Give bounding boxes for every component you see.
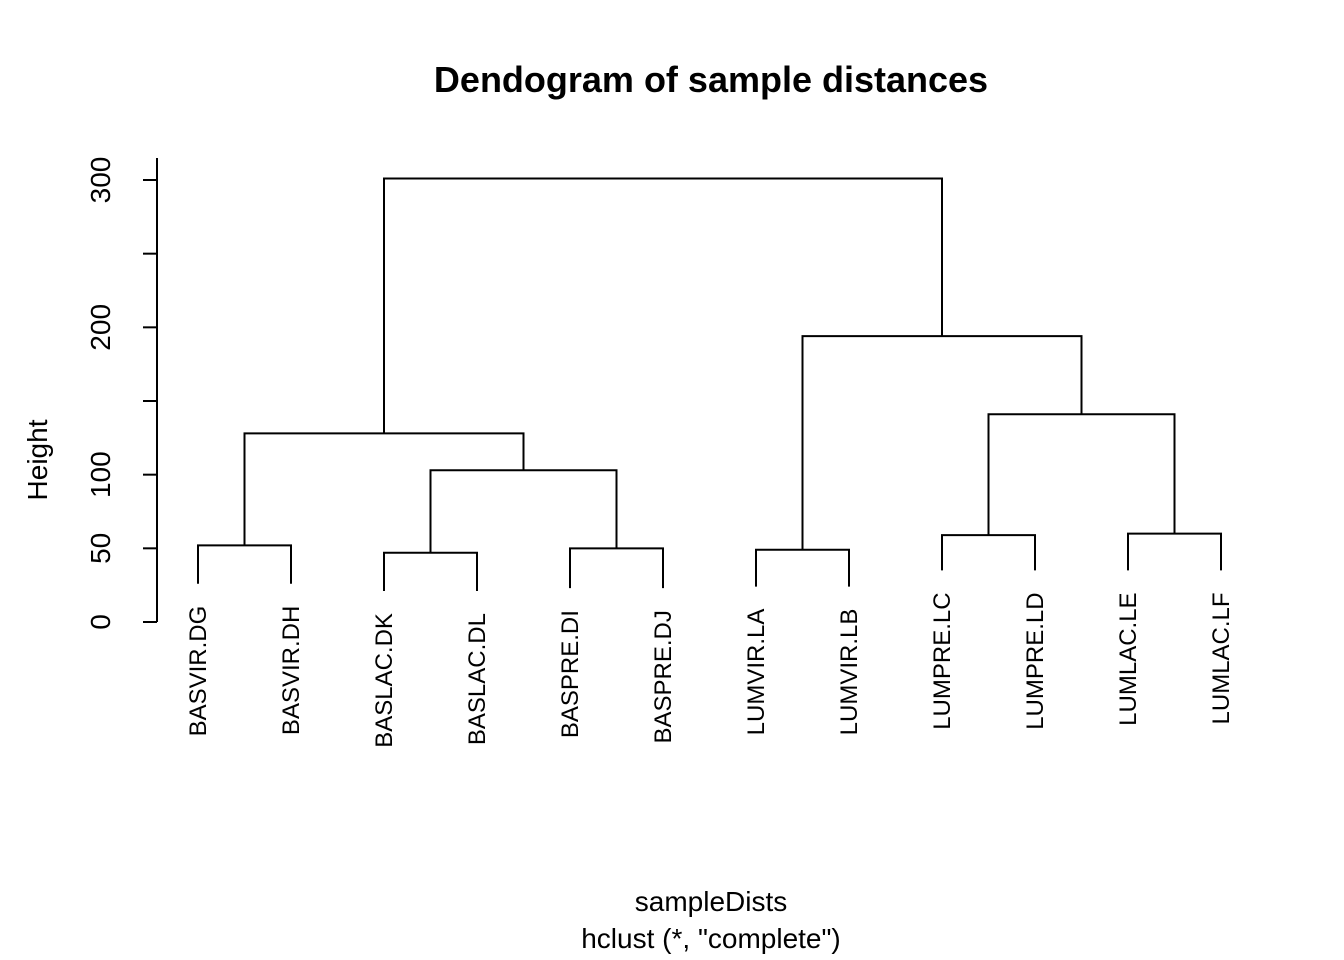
leaf-label: BASLAC.DL (464, 613, 491, 745)
dendrogram-branch (197, 544, 292, 584)
dendrogram-branch (243, 432, 525, 546)
leaf-label: BASPRE.DJ (650, 610, 677, 743)
dendrogram-branch (383, 177, 943, 434)
dendrogram-branch (941, 534, 1036, 571)
leaf-label: BASPRE.DI (557, 610, 584, 738)
leaf-label: BASVIR.DG (185, 606, 212, 737)
leaf-label: LUMVIR.LB (836, 609, 863, 736)
y-tick-label: 200 (85, 304, 116, 351)
dendrogram-branch (383, 551, 478, 592)
chart-title: Dendogram of sample distances (434, 59, 988, 100)
y-tick-label: 50 (85, 533, 116, 564)
y-tick-label: 100 (85, 451, 116, 498)
leaf-label: LUMLAC.LE (1115, 592, 1142, 725)
y-tick-label: 300 (85, 157, 116, 204)
dendrogram-branch (801, 335, 1083, 550)
y-axis: 0 50 100 200 300 (85, 157, 158, 630)
subtitle: hclust (*, "complete") (581, 923, 841, 954)
leaf-label: LUMLAC.LF (1208, 592, 1235, 724)
y-tick-label: 0 (85, 614, 116, 630)
leaf-labels: BASVIR.DG BASVIR.DH BASLAC.DK BASLAC.DL BASP… (185, 592, 1235, 747)
leaf-label: LUMPRE.LD (1022, 592, 1049, 729)
dendrogram-tree (197, 177, 1222, 592)
dendrogram-branch (429, 469, 618, 553)
dendrogram-branch (569, 547, 664, 589)
leaf-label: LUMVIR.LA (743, 609, 770, 736)
dendrogram-branch (755, 548, 850, 587)
y-axis-label: Height (22, 419, 53, 500)
leaf-label: BASLAC.DK (371, 613, 398, 748)
x-axis-label: sampleDists (635, 886, 787, 917)
dendrogram-branch (987, 413, 1176, 536)
leaf-label: LUMPRE.LC (929, 592, 956, 729)
leaf-label: BASVIR.DH (278, 606, 305, 735)
dendrogram-branch (1127, 532, 1222, 571)
